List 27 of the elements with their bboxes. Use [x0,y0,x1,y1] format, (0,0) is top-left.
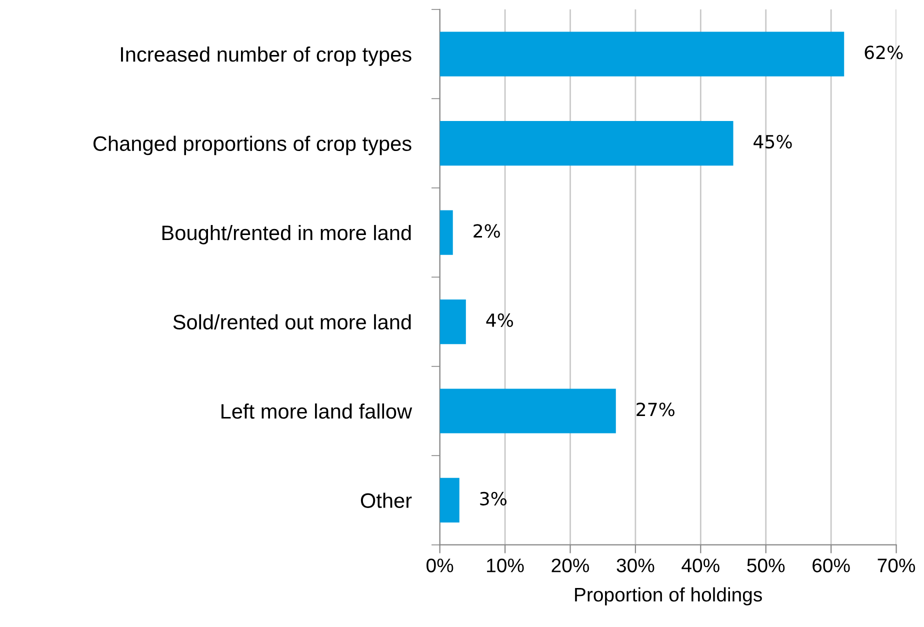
data-label: 4% [486,313,513,327]
bar [440,478,460,523]
x-tick-label: 0% [426,558,454,572]
bar [440,388,616,434]
x-tick-label: 60% [812,558,850,572]
x-tick-label: 70% [878,558,916,572]
bar [440,32,844,76]
y-tick-label: Sold/rented out more land [173,314,411,330]
x-tick-label: 40% [682,558,720,572]
x-tick-label: 30% [616,558,654,572]
bar [440,120,734,166]
data-label: 2% [474,224,500,238]
data-label: 45% [754,134,792,149]
data-label: 62% [864,46,903,60]
bar [440,299,466,344]
y-tick-label: Other [360,492,412,508]
y-tick-label: Left more land fallow [222,403,412,419]
x-tick-label: 10% [487,558,524,572]
x-axis-title: Proportion of holdings [575,587,762,606]
x-tick-label: 50% [747,558,785,572]
y-tick-label: Changed proportions of crop types [93,136,412,156]
data-label: 27% [636,402,674,416]
data-label: 3% [480,492,506,506]
x-tick-label: 20% [552,558,590,572]
y-tick-label: Bought/rented in more land [162,224,411,244]
y-tick-label: Increased number of crop types [121,46,412,66]
bar [440,210,453,255]
